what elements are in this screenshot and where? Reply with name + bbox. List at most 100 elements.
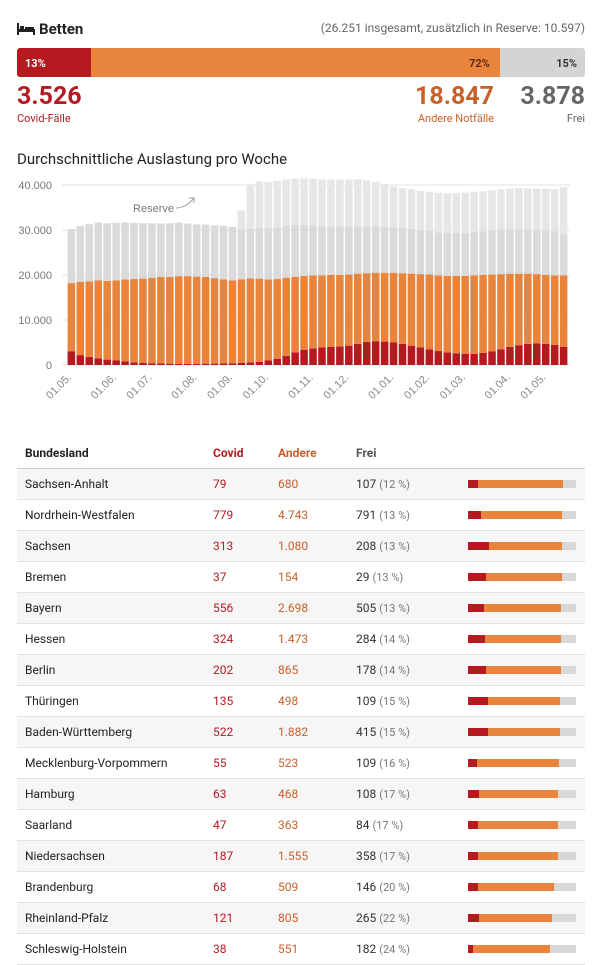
bar-reserve <box>354 179 362 227</box>
row-mini-bar <box>468 945 576 953</box>
row-mini-bar <box>468 573 576 581</box>
row-mini-bar <box>468 604 576 612</box>
mini-bar-other <box>486 573 562 581</box>
mini-bar-covid <box>468 635 485 643</box>
chart-title: Durchschnittliche Auslastung pro Woche <box>17 150 288 168</box>
mini-bar-other <box>481 511 563 519</box>
cell-bundesland: Bremen <box>25 570 67 584</box>
reserve-annotation-arrowhead <box>189 197 195 203</box>
cell-covid: 324 <box>213 632 234 646</box>
mini-bar-free <box>561 635 576 643</box>
y-tick-label: 30.000 <box>18 225 52 237</box>
bar-frei <box>94 222 102 281</box>
bar-andere <box>85 281 94 357</box>
bar-frei <box>318 226 326 276</box>
bar-frei <box>550 231 559 276</box>
table-row: Thüringen 135 498 109 (15 %) <box>17 686 585 717</box>
cell-andere: 468 <box>278 787 299 801</box>
table-row: Sachsen-Anhalt 79 680 107 (12 %) <box>17 469 585 500</box>
mini-bar-covid <box>468 666 486 674</box>
bar-andere <box>201 276 210 364</box>
mini-bar-covid <box>468 852 478 860</box>
mini-bar-covid <box>468 883 479 891</box>
mini-bar-covid <box>468 790 479 798</box>
cell-frei-value: 109 <box>356 694 380 708</box>
y-tick-label: 20.000 <box>18 270 52 282</box>
cell-bundesland: Niedersachsen <box>25 849 105 863</box>
table-row: Bremen 37 154 29 (13 %) <box>17 562 585 593</box>
row-mini-bar <box>468 480 576 488</box>
reserve-annotation-label: Reserve <box>133 203 174 215</box>
bar-frei <box>112 222 120 281</box>
cell-frei-value: 107 <box>356 477 380 491</box>
bar-covid <box>246 362 255 365</box>
bar-andere <box>497 274 505 350</box>
bar-covid <box>291 352 299 365</box>
bar-andere <box>533 274 541 344</box>
cell-frei-value: 791 <box>356 508 380 522</box>
cell-frei: 108 (17 %) <box>356 787 460 801</box>
bar-reserve <box>416 190 425 230</box>
table-row: Bayern 556 2.698 505 (13 %) <box>17 593 585 624</box>
cell-covid: 556 <box>213 601 234 615</box>
cell-bundesland: Hessen <box>25 632 66 646</box>
bar-andere <box>362 273 371 343</box>
bar-reserve <box>273 180 281 228</box>
mini-bar-free <box>561 542 576 550</box>
bar-reserve <box>443 193 452 233</box>
bar-frei <box>67 229 76 284</box>
cell-bundesland: Mecklenburg-Vorpommern <box>25 756 168 770</box>
x-tick-label: 01.04. <box>483 372 513 402</box>
row-mini-bar <box>468 728 576 736</box>
bar-andere <box>506 273 514 347</box>
cell-bundesland: Baden-Württemberg <box>25 725 133 739</box>
cell-frei-value: 208 <box>356 539 380 553</box>
table-header: Bundesland Covid Andere Frei <box>17 437 585 469</box>
cell-covid: 68 <box>213 880 227 894</box>
bar-frei <box>497 230 505 275</box>
bar-andere <box>273 279 281 359</box>
bar-andere <box>192 276 201 364</box>
cell-andere: 865 <box>278 663 299 677</box>
bar-andere <box>389 272 398 343</box>
x-tick-label: 01.10. <box>241 372 271 402</box>
cell-andere: 680 <box>278 477 299 491</box>
cell-frei: 109 (16 %) <box>356 756 460 770</box>
bar-frei <box>533 230 541 275</box>
mini-bar-free <box>561 573 576 581</box>
bar-andere <box>157 277 165 364</box>
bar-frei <box>479 231 487 275</box>
bar-covid <box>515 345 523 365</box>
bar-reserve <box>380 184 389 227</box>
cell-frei: 109 (15 %) <box>356 694 460 708</box>
cell-frei: 505 (13 %) <box>356 601 460 615</box>
bar-reserve <box>255 181 264 228</box>
bar-andere <box>130 279 138 363</box>
bar-covid <box>255 361 264 365</box>
bar-reserve <box>470 191 478 232</box>
bar-covid <box>219 363 228 365</box>
bar-reserve <box>362 180 371 227</box>
bar-andere <box>434 275 443 352</box>
bar-covid <box>434 351 443 365</box>
cell-andere: 4.743 <box>278 508 309 522</box>
bar-covid <box>130 362 138 365</box>
mini-bar-covid <box>468 945 474 953</box>
cell-frei-value: 265 <box>356 911 380 925</box>
bar-frei <box>488 230 496 275</box>
cell-frei: 358 (17 %) <box>356 849 460 863</box>
table-row: Niedersachsen 187 1.555 358 (17 %) <box>17 841 585 872</box>
bar-reserve <box>533 188 541 231</box>
x-tick-label: 01.01. <box>366 372 396 402</box>
bar-reserve <box>282 179 290 226</box>
x-tick-label: 01.05. <box>518 372 548 402</box>
total-note: (26.251 insgesamt, zusätzlich in Reserve… <box>320 21 585 35</box>
bar-reserve <box>559 187 568 235</box>
bar-andere <box>380 272 389 342</box>
bar-covid <box>524 343 532 365</box>
bar-frei <box>291 225 299 277</box>
table-row: Hamburg 63 468 108 (17 %) <box>17 779 585 810</box>
bar-covid <box>407 345 416 365</box>
bar-reserve <box>264 181 273 229</box>
bar-frei <box>282 225 290 278</box>
